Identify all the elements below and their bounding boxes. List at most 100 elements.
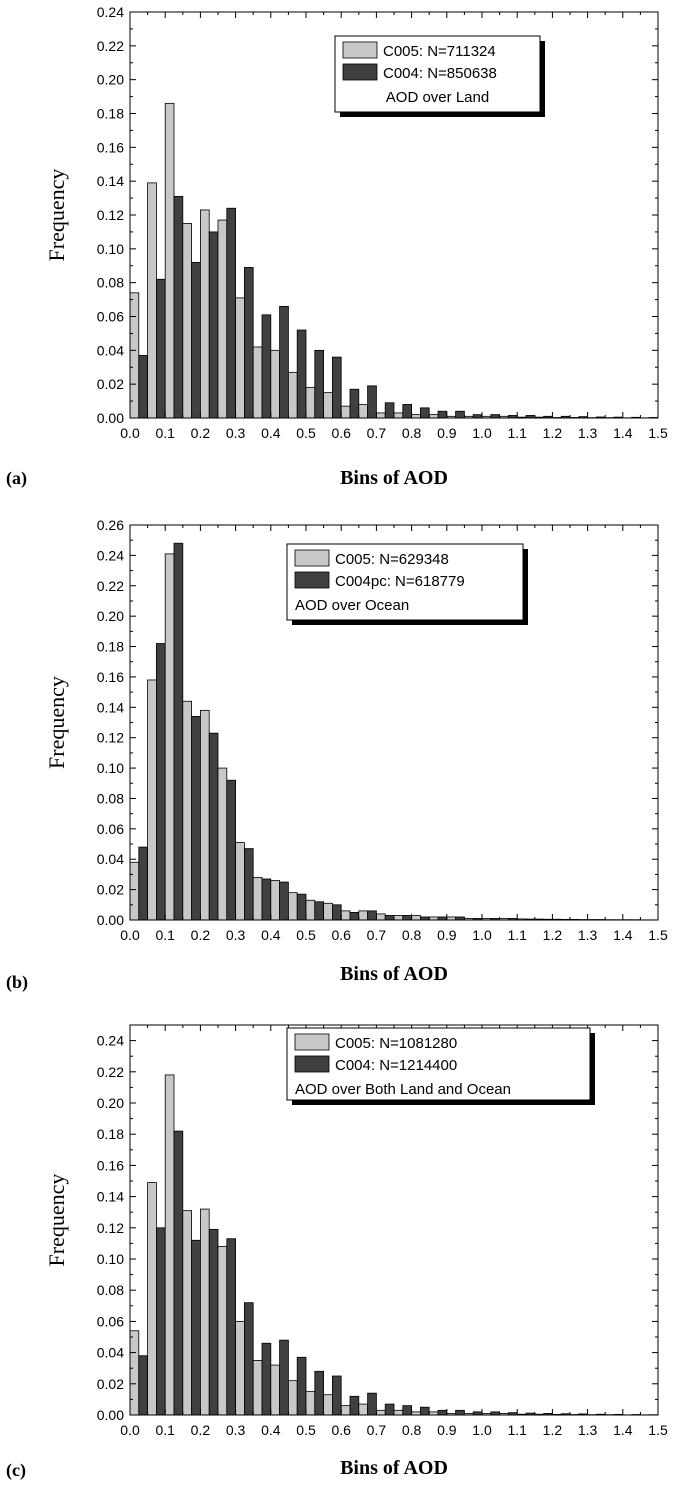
y-tick-label: 0.02 [97, 376, 124, 392]
bar-series2-12 [349, 912, 360, 921]
x-tick-label: 0.5 [296, 1422, 316, 1438]
bar-series2-14 [384, 915, 395, 921]
bar-series1-8 [270, 349, 280, 419]
bar-series2-9 [296, 329, 307, 419]
bar-series1-10 [305, 1391, 316, 1416]
x-tick-label: 0.0 [120, 425, 140, 441]
legend-note: AOD over Both Land and Ocean [295, 1081, 511, 1098]
x-tick-label: 0.6 [331, 927, 351, 943]
bar-series1-9 [287, 1380, 298, 1416]
bar-series1-16 [411, 915, 421, 921]
y-tick-label: 0.12 [97, 730, 124, 746]
x-tick-label: 1.3 [578, 927, 598, 943]
y-axis-label: Frequency [44, 676, 69, 769]
x-tick-label: 0.9 [437, 927, 457, 943]
bar-series2-3 [191, 716, 201, 921]
bar-series2-9 [296, 1356, 307, 1416]
legend-entry-series2: C004pc: N=618779 [335, 573, 465, 590]
x-tick-label: 0.0 [120, 927, 140, 943]
bar-series2-8 [279, 1339, 289, 1416]
bar-series1-13 [358, 910, 368, 921]
bar-series2-7 [261, 878, 272, 921]
legend-note: AOD over Land [386, 89, 489, 106]
y-tick-label: 0.16 [97, 669, 124, 685]
bar-series2-13 [367, 385, 377, 419]
bar-series1-7 [252, 346, 263, 419]
x-tick-label: 0.7 [367, 1422, 387, 1438]
bar-series2-11 [331, 356, 342, 419]
legend-swatch-series2 [294, 571, 330, 589]
x-axis-label: Bins of AOD [340, 1457, 448, 1479]
y-tick-label: 0.22 [97, 38, 124, 54]
legend-entry-series1: C005: N=1081280 [335, 1035, 457, 1052]
bar-series1-1 [147, 679, 157, 921]
legend-box [286, 1027, 591, 1101]
bar-series1-8 [270, 880, 280, 921]
x-tick-label: 1.2 [543, 425, 563, 441]
bar-series2-4 [208, 732, 219, 921]
x-tick-label: 1.3 [578, 425, 598, 441]
bar-series2-8 [279, 881, 289, 921]
y-tick-label: 0.22 [97, 578, 124, 594]
x-tick-label: 1.1 [507, 927, 527, 943]
bar-series1-14 [375, 1409, 386, 1416]
x-tick-label: 0.1 [155, 1422, 175, 1438]
y-tick-label: 0.18 [97, 639, 124, 655]
bar-series2-15 [402, 915, 412, 921]
bar-series1-15 [393, 412, 404, 419]
bar-series1-8 [270, 1364, 280, 1416]
y-axis-label: Frequency [44, 1174, 69, 1267]
x-tick-label: 1.2 [543, 927, 563, 943]
y-tick-label: 0.06 [97, 1313, 124, 1329]
bar-series1-4 [199, 209, 210, 419]
bar-series2-4 [208, 1228, 219, 1416]
bar-series1-6 [235, 297, 245, 419]
y-tick-label: 0.08 [97, 790, 124, 806]
bar-series1-12 [340, 405, 351, 419]
bar-series2-6 [243, 848, 254, 921]
y-tick-label: 0.14 [97, 1189, 124, 1205]
y-tick-label: 0.18 [97, 106, 124, 122]
y-axis-label: Frequency [44, 169, 69, 262]
x-tick-label: 1.0 [472, 425, 492, 441]
y-tick-label: 0.12 [97, 1220, 124, 1236]
bar-series1-10 [305, 899, 316, 921]
x-tick-label: 1.0 [472, 1422, 492, 1438]
legend-swatch-series1 [294, 1033, 330, 1051]
bar-series1-11 [323, 392, 333, 419]
bar-series1-17 [428, 414, 439, 419]
legend-note: AOD over Ocean [295, 597, 409, 614]
bar-series1-7 [252, 1360, 263, 1416]
x-tick-label: 0.2 [191, 1422, 211, 1438]
bar-series2-13 [367, 1392, 377, 1416]
bar-series2-16 [419, 1406, 430, 1416]
y-tick-label: 0.04 [97, 851, 124, 867]
bar-series1-9 [287, 892, 298, 921]
legend-swatch-series1 [342, 41, 378, 59]
y-tick-label: 0.08 [97, 1282, 124, 1298]
bar-series1-14 [375, 412, 386, 419]
bar-series2-5 [226, 1238, 237, 1416]
bar-series2-10 [314, 1370, 324, 1416]
bar-series1-12 [340, 1405, 351, 1416]
x-tick-label: 0.2 [191, 425, 211, 441]
bar-series2-1 [155, 1227, 166, 1416]
panel-label: (a) [6, 468, 27, 489]
bar-series2-1 [155, 278, 166, 419]
x-tick-label: 0.3 [226, 927, 246, 943]
bar-series2-2 [173, 195, 184, 419]
bar-series1-5 [217, 1246, 228, 1416]
bar-series1-3 [182, 1210, 193, 1416]
bar-series1-6 [235, 842, 245, 921]
x-axis-label: Bins of AOD [340, 963, 448, 985]
bar-series2-1 [155, 643, 166, 921]
bar-series2-10 [314, 901, 324, 921]
bar-series1-1 [147, 1182, 157, 1416]
bar-series2-0 [138, 846, 149, 921]
x-tick-label: 0.0 [120, 1422, 140, 1438]
bar-series1-6 [235, 1321, 245, 1416]
x-tick-label: 0.8 [402, 927, 422, 943]
bar-series1-13 [358, 404, 368, 419]
bar-series2-6 [243, 1302, 254, 1416]
